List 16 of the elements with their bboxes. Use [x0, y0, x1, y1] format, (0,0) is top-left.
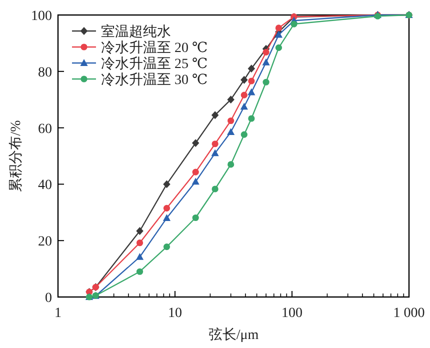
y-axis-title: 累积分布/% — [8, 120, 24, 192]
x-tick-label: 1 — [54, 306, 62, 321]
legend-label: 冷水升温至 25 ℃ — [101, 56, 208, 72]
y-tick-label: 80 — [38, 65, 52, 80]
legend-label: 冷水升温至 20 ℃ — [101, 40, 208, 56]
x-tick-label: 10 — [168, 306, 182, 321]
y-tick-label: 40 — [38, 178, 52, 194]
x-axis-title: 弦长/μm — [208, 327, 259, 343]
x-tick-label: 100 — [282, 306, 302, 321]
y-tick-label: 0 — [45, 291, 52, 306]
y-tick-label: 60 — [38, 122, 52, 137]
legend-label: 室温超纯水 — [101, 24, 171, 40]
x-tick-label: 1 000 — [393, 306, 425, 321]
y-tick-label: 20 — [38, 234, 52, 250]
y-tick-label: 100 — [31, 9, 52, 24]
legend-label: 冷水升温至 30 ℃ — [101, 72, 208, 88]
